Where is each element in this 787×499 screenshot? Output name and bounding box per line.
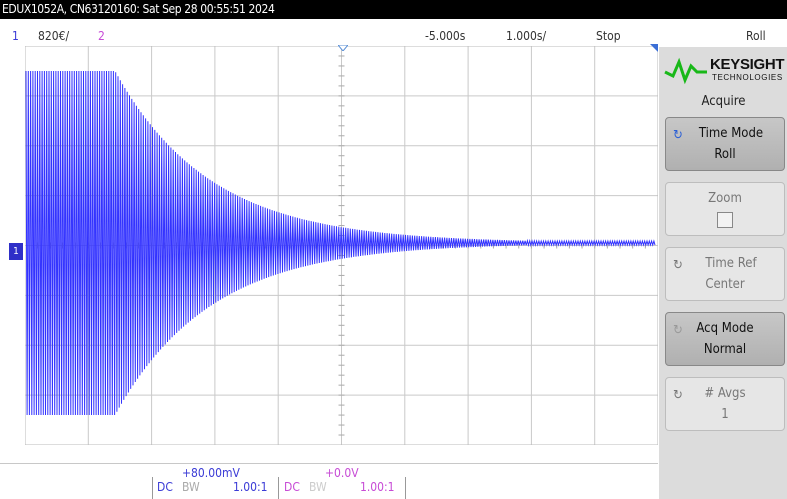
edge-marker (650, 44, 658, 52)
ch2-number[interactable]: 2 (98, 29, 105, 43)
acq-mode-softkey[interactable]: ↻ Acq Mode Normal (665, 312, 785, 366)
time-offset[interactable]: -5.000s (425, 29, 466, 43)
menu-title: Acquire (701, 94, 746, 109)
ch1-number: 1 (12, 29, 19, 43)
time-mode-softkey[interactable]: ↻ Time Mode Roll (665, 117, 785, 171)
ch1-trace (25, 70, 656, 416)
footer-separator (278, 477, 279, 499)
rotate-icon: ↻ (673, 323, 683, 338)
softkey-label: Time Mode (698, 126, 764, 141)
footer-divider (0, 463, 658, 464)
title-text: EDUX1052A, CN63120160: Sat Sep 28 00:55:… (2, 2, 275, 16)
title-bar: EDUX1052A, CN63120160: Sat Sep 28 00:55:… (0, 0, 787, 19)
avgs-softkey[interactable]: ↻ # Avgs 1 (665, 377, 785, 431)
trigger-position-marker[interactable] (338, 45, 348, 51)
zoom-softkey[interactable]: Zoom (665, 182, 785, 236)
softkey-label: Time Ref (705, 256, 757, 271)
ch1-scale[interactable]: 820€/ (38, 29, 70, 43)
softkey-value: Center (705, 277, 745, 292)
ch1-bw: BW (182, 480, 200, 494)
logo-subtitle: TECHNOLOGIES (712, 73, 783, 82)
run-state: Stop (596, 29, 621, 43)
softkey-label: # Avgs (704, 386, 746, 401)
keysight-logo (664, 57, 707, 85)
ch2-bw: BW (309, 480, 327, 494)
acq-mode-indicator: Roll (746, 29, 766, 43)
status-bar: 1 820€/ 2 -5.000s 1.000s/ Stop Roll (0, 27, 787, 46)
graticule (25, 46, 658, 445)
time-ref-softkey[interactable]: ↻ Time Ref Center (665, 247, 785, 301)
waveform-display[interactable] (25, 46, 658, 445)
softkey-label: Acq Mode (696, 321, 754, 336)
softkey-value: 1 (721, 407, 729, 422)
ch2-coupling: DC (284, 480, 300, 494)
softkey-value: Normal (703, 342, 747, 357)
softkey-value: Roll (714, 147, 736, 162)
footer-separator (405, 477, 406, 499)
logo-name: KEYSIGHT (710, 56, 785, 73)
ch1-offset: +80.00mV (182, 466, 240, 480)
softkey-label: Zoom (708, 191, 742, 206)
ch2-probe: 1.00:1 (360, 480, 395, 494)
rotate-icon: ↻ (673, 258, 683, 273)
footer-separator (152, 477, 153, 499)
rotate-icon: ↻ (673, 388, 683, 403)
zoom-checkbox-wrap (666, 212, 784, 232)
ch1-ground-marker[interactable]: 1 (9, 243, 23, 260)
ch2-offset: +0.0V (325, 466, 359, 480)
zoom-checkbox[interactable] (717, 212, 733, 228)
ch1-probe: 1.00:1 (233, 480, 268, 494)
time-scale[interactable]: 1.000s/ (506, 29, 547, 43)
ch1-coupling: DC (157, 480, 173, 494)
rotate-icon: ↻ (673, 128, 683, 143)
